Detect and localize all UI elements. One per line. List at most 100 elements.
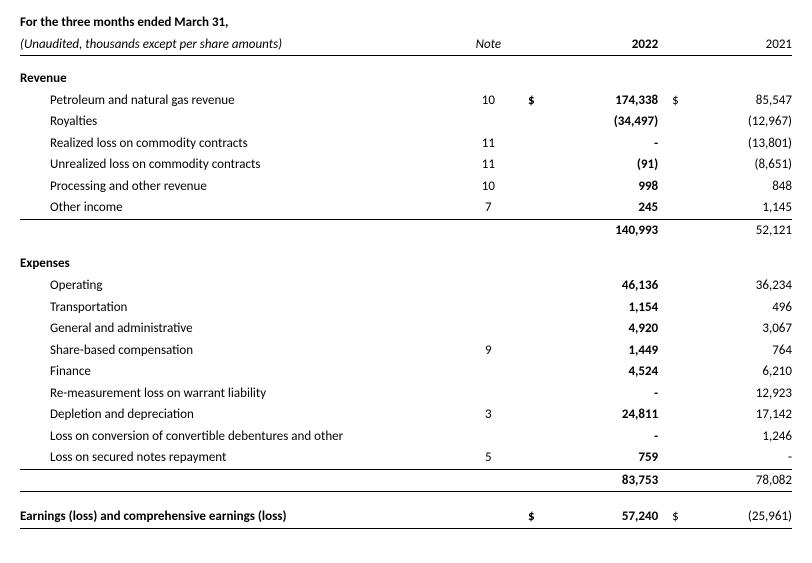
row-value-2021: 848 [679, 176, 792, 198]
row-note [463, 275, 514, 297]
row-note: 11 [463, 154, 514, 176]
expenses-heading-row: Expenses [20, 241, 792, 275]
row-value-2021: 17,142 [679, 404, 792, 426]
row-value-2022: 4,920 [535, 318, 659, 340]
table-row: Loss on secured notes repayment 5 759 - [20, 447, 792, 469]
revenue-heading-row: Revenue [20, 56, 792, 90]
header-row-title: For the three months ended March 31, [20, 10, 792, 34]
row-note [463, 297, 514, 319]
row-value-2021: 1,145 [679, 197, 792, 219]
table-row: Realized loss on commodity contracts 11 … [20, 133, 792, 155]
row-note: 7 [463, 197, 514, 219]
row-value-2022: - [535, 383, 659, 405]
expenses-subtotal-2021: 78,082 [679, 469, 792, 492]
row-note: 3 [463, 404, 514, 426]
row-value-2021: 12,923 [679, 383, 792, 405]
row-label: Share-based compensation [20, 340, 463, 362]
row-value-2021: 85,547 [679, 90, 792, 112]
row-value-2022: 174,338 [535, 90, 659, 112]
revenue-subtotal-2021: 52,121 [679, 219, 792, 241]
table-row: Other income 7 245 1,145 [20, 197, 792, 219]
row-note: 9 [463, 340, 514, 362]
row-value-2021: - [679, 447, 792, 469]
row-label: Operating [20, 275, 463, 297]
row-note: 5 [463, 447, 514, 469]
table-row: Petroleum and natural gas revenue 10 $ 1… [20, 90, 792, 112]
table-row: Loss on conversion of convertible debent… [20, 426, 792, 448]
row-label: Other income [20, 197, 463, 219]
revenue-subtotal-2022: 140,993 [535, 219, 659, 241]
row-value-2021: 3,067 [679, 318, 792, 340]
table-row: General and administrative 4,920 3,067 [20, 318, 792, 340]
row-note: 10 [463, 90, 514, 112]
revenue-subtotal-row: 140,993 52,121 [20, 219, 792, 241]
row-value-2021: 36,234 [679, 275, 792, 297]
row-value-2021: (13,801) [679, 133, 792, 155]
table-row: Processing and other revenue 10 998 848 [20, 176, 792, 198]
row-label: Processing and other revenue [20, 176, 463, 198]
row-value-2021: 496 [679, 297, 792, 319]
currency-symbol: $ [658, 90, 679, 112]
row-value-2021: 1,246 [679, 426, 792, 448]
row-label: General and administrative [20, 318, 463, 340]
financial-statement: For the three months ended March 31, (Un… [0, 0, 812, 549]
row-value-2022: 24,811 [535, 404, 659, 426]
row-label: Realized loss on commodity contracts [20, 133, 463, 155]
col-header-2022: 2022 [535, 34, 659, 56]
row-label: Re-measurement loss on warrant liability [20, 383, 463, 405]
col-header-2021: 2021 [679, 34, 792, 56]
row-value-2022: (91) [535, 154, 659, 176]
row-value-2021: (8,651) [679, 154, 792, 176]
table-row: Unrealized loss on commodity contracts 1… [20, 154, 792, 176]
row-value-2021: 764 [679, 340, 792, 362]
row-value-2022: 4,524 [535, 361, 659, 383]
earnings-value-2022: 57,240 [535, 506, 659, 528]
row-label: Loss on secured notes repayment [20, 447, 463, 469]
row-note [463, 361, 514, 383]
row-value-2022: 1,449 [535, 340, 659, 362]
row-value-2021: (12,967) [679, 111, 792, 133]
row-label: Royalties [20, 111, 463, 133]
row-label: Depletion and depreciation [20, 404, 463, 426]
row-label: Petroleum and natural gas revenue [20, 90, 463, 112]
currency-symbol: $ [514, 506, 535, 528]
expenses-subtotal-row: 83,753 78,082 [20, 469, 792, 492]
currency-symbol: $ [658, 506, 679, 528]
header-row-columns: (Unaudited, thousands except per share a… [20, 34, 792, 56]
earnings-value-2021: (25,961) [679, 506, 792, 528]
subtitle: (Unaudited, thousands except per share a… [20, 34, 463, 56]
expenses-subtotal-2022: 83,753 [535, 469, 659, 492]
row-value-2022: 998 [535, 176, 659, 198]
row-label: Transportation [20, 297, 463, 319]
table-row: Share-based compensation 9 1,449 764 [20, 340, 792, 362]
row-value-2022: 46,136 [535, 275, 659, 297]
period-title: For the three months ended March 31, [20, 10, 463, 34]
row-label: Finance [20, 361, 463, 383]
row-note [463, 383, 514, 405]
earnings-label: Earnings (loss) and comprehensive earnin… [20, 506, 463, 528]
row-value-2022: 759 [535, 447, 659, 469]
row-value-2021: 6,210 [679, 361, 792, 383]
row-note [463, 318, 514, 340]
row-note: 11 [463, 133, 514, 155]
table-row: Finance 4,524 6,210 [20, 361, 792, 383]
row-label: Unrealized loss on commodity contracts [20, 154, 463, 176]
currency-symbol: $ [514, 90, 535, 112]
revenue-heading: Revenue [20, 56, 463, 90]
col-header-note: Note [463, 34, 514, 56]
row-value-2022: (34,497) [535, 111, 659, 133]
row-value-2022: - [535, 133, 659, 155]
row-value-2022: 245 [535, 197, 659, 219]
table-row: Re-measurement loss on warrant liability… [20, 383, 792, 405]
table-row: Royalties (34,497) (12,967) [20, 111, 792, 133]
row-value-2022: - [535, 426, 659, 448]
row-note [463, 426, 514, 448]
income-statement-table: For the three months ended March 31, (Un… [20, 10, 792, 529]
row-note: 10 [463, 176, 514, 198]
row-note [463, 111, 514, 133]
table-row: Operating 46,136 36,234 [20, 275, 792, 297]
table-row: Depletion and depreciation 3 24,811 17,1… [20, 404, 792, 426]
row-value-2022: 1,154 [535, 297, 659, 319]
table-row: Transportation 1,154 496 [20, 297, 792, 319]
expenses-heading: Expenses [20, 241, 463, 275]
